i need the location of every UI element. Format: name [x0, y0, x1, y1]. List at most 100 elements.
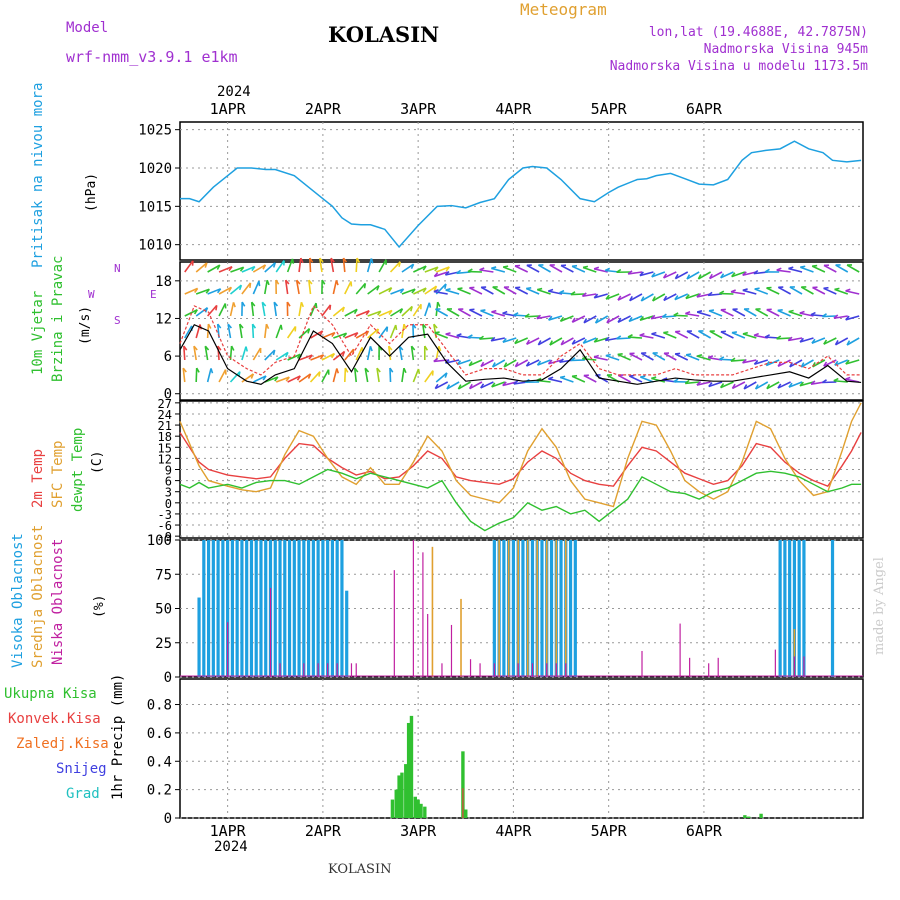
- wind-arrow-head: [742, 358, 747, 364]
- wind-arrow: [389, 324, 397, 339]
- wind-arrow: [367, 328, 379, 339]
- wind-arrow: [514, 265, 529, 273]
- high-cloud-bar: [783, 540, 787, 677]
- wind-arrow: [446, 308, 460, 317]
- y-tick-label: 0: [165, 497, 172, 511]
- wind-arrow: [332, 306, 345, 317]
- wind-arrow: [308, 280, 312, 295]
- wind-arrow-head: [365, 310, 370, 316]
- wind-arrow-head: [834, 340, 839, 346]
- wind-arrow: [696, 355, 711, 361]
- wind-arrow: [777, 381, 791, 389]
- wind-arrow: [401, 263, 415, 273]
- wind-arrow-head: [616, 335, 622, 340]
- wind-arrow: [571, 265, 586, 273]
- wind-arrow-head: [410, 306, 413, 312]
- wind-arrow-head: [628, 316, 633, 322]
- total-precip-bar: [413, 796, 417, 818]
- wind-arrow: [709, 330, 723, 339]
- wind-arrow: [846, 337, 860, 346]
- wind-arrow-head: [370, 258, 374, 264]
- wind-arrow-head: [834, 287, 840, 291]
- wind-arrow: [777, 359, 791, 368]
- wind-arrow-head: [536, 314, 542, 320]
- wind-arrow-head: [696, 310, 703, 313]
- wind-arrow-head: [571, 317, 576, 323]
- y-tick-label: 1015: [138, 199, 172, 215]
- wind-arrow: [593, 356, 608, 361]
- wind-arrow: [321, 352, 335, 361]
- wind-arrow-head: [467, 334, 473, 339]
- high-cloud-bar: [249, 540, 254, 677]
- wind-arrow-head: [833, 314, 839, 319]
- wind-arrow: [480, 381, 494, 389]
- y-tick-label: 0: [164, 811, 172, 827]
- wind-arrow-head: [307, 328, 311, 334]
- legend-frz-rain: Zaledj.Kisa: [16, 736, 109, 752]
- wind-arrow: [310, 354, 324, 361]
- wind-arrow-head: [581, 355, 588, 360]
- wind-arrow: [378, 287, 392, 295]
- low-cloud-bar: [565, 663, 567, 677]
- wind-arrow: [627, 336, 643, 339]
- wind-arrow-head: [480, 361, 485, 367]
- wind-arrow-head: [238, 284, 243, 291]
- wind-arrow-head: [685, 294, 690, 299]
- wind-arrow: [263, 280, 268, 295]
- low-cloud-bar: [269, 587, 272, 677]
- wind-arrow-head: [398, 345, 404, 351]
- wind-arrow: [424, 302, 431, 317]
- x-tick-label-bottom: 3APR: [400, 822, 437, 840]
- wind-arrow-head: [239, 266, 245, 272]
- wind-arrow-head: [388, 287, 393, 293]
- wind-arrow: [424, 285, 437, 295]
- wind-arrow-head: [342, 257, 348, 263]
- wind-arrow-head: [217, 345, 222, 351]
- temp-dewpt-line: [179, 468, 862, 532]
- wind-arrow-head: [502, 337, 507, 343]
- wind-arrow: [321, 369, 330, 383]
- wind-arrow: [593, 268, 608, 273]
- wind-arrow: [217, 345, 220, 361]
- total-precip-bar: [746, 816, 751, 818]
- x-tick-label-top: 3APR: [400, 100, 437, 118]
- high-cloud-bar: [245, 540, 249, 677]
- wind-arrow-head: [239, 323, 244, 329]
- wind-arrow: [742, 289, 757, 295]
- high-cloud-bar: [211, 540, 215, 677]
- wind-arrow: [434, 381, 449, 390]
- wind-arrow-head: [730, 357, 736, 362]
- wind-arrow: [536, 315, 551, 320]
- wind-arrow: [754, 288, 769, 295]
- wind-arrow: [298, 302, 303, 317]
- wind-arrow: [424, 370, 434, 383]
- wind-arrow: [730, 359, 745, 362]
- low-cloud-bar: [493, 663, 495, 677]
- wind-arrow-head: [547, 315, 553, 321]
- wind-arrow-head: [479, 267, 485, 271]
- wind-arrow: [364, 368, 369, 383]
- wind-arrow-head: [581, 292, 587, 297]
- wind-arrow-head: [445, 266, 450, 272]
- wind-arrow: [766, 381, 780, 390]
- wind-arrow-head: [514, 361, 519, 368]
- wind-arrow-head: [720, 273, 725, 279]
- wind-arrow-head: [262, 264, 267, 270]
- wind-arrow-head: [537, 340, 542, 346]
- y-tick-label: 3: [165, 486, 172, 500]
- wind-arrow: [799, 381, 814, 387]
- wind-arrow: [536, 288, 551, 295]
- wind-arrow-head: [456, 269, 462, 274]
- mid-cloud-bar: [431, 546, 434, 677]
- wind-arrow: [469, 309, 483, 317]
- low-cloud-bar: [422, 552, 424, 677]
- wind-arrow-head: [491, 382, 496, 388]
- wind-arrow-head: [754, 287, 760, 290]
- wind-arrow: [571, 315, 586, 323]
- wind-arrow: [651, 333, 666, 339]
- wind-arrow: [789, 359, 803, 368]
- wind-arrow: [309, 371, 321, 383]
- wind-arrow-head: [411, 288, 416, 294]
- wind-arrow: [469, 381, 483, 390]
- wind-arrow-head: [617, 317, 622, 323]
